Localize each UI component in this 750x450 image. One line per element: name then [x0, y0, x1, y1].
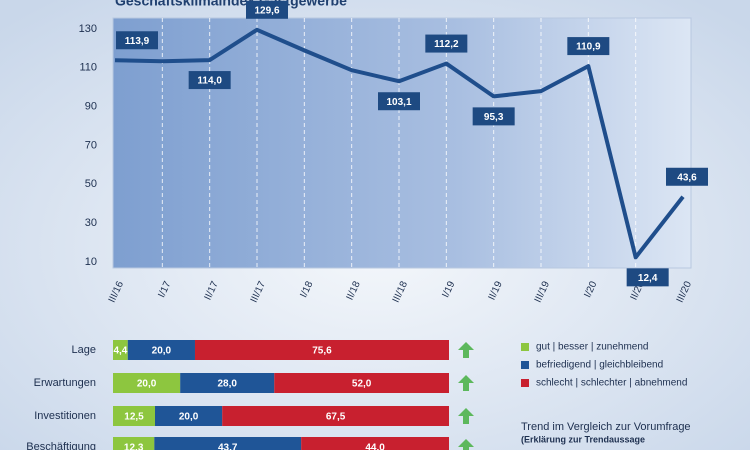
data-label: 44,0: [365, 443, 385, 450]
y-tick-label: Lage: [72, 344, 96, 356]
trend-note: (Erklärung zur Trendaussage: [521, 434, 645, 444]
data-label: 52,0: [352, 379, 372, 390]
bar-segment: [180, 373, 275, 393]
data-label-box: [567, 37, 610, 56]
data-label-box: [188, 71, 231, 90]
trend-arrow: [458, 439, 474, 450]
bar-segment: [113, 373, 181, 393]
bar-segment: [127, 340, 195, 360]
data-label: 110,9: [576, 42, 601, 53]
trend-arrows: [458, 342, 474, 450]
bar-segment: [113, 437, 155, 450]
trend-label: Trend im Vergleich zur Vorumfrage: [521, 421, 691, 433]
bar-segment: [113, 406, 155, 426]
legend-label: gut | besser | zunehmend: [536, 342, 649, 353]
bar-segment: [301, 437, 449, 450]
data-label: 112,2: [434, 39, 459, 50]
data-label-box: [378, 92, 420, 111]
bar-segment: [194, 340, 449, 360]
data-label: 28,0: [218, 379, 238, 390]
data-label: 4,4: [113, 346, 127, 357]
legend-swatch: [521, 379, 529, 387]
data-label-box: [116, 31, 158, 50]
trend-arrow: [458, 408, 474, 424]
data-label: 12,5: [124, 412, 144, 423]
y-tick-label: 130: [79, 23, 97, 35]
y-tick-label: 90: [85, 101, 97, 113]
plot-area: [112, 17, 692, 269]
data-label-box: [246, 0, 288, 19]
data-label-box: [472, 107, 515, 126]
bar-segment: [274, 373, 449, 393]
data-label: 12,3: [124, 443, 144, 450]
data-label-box: [666, 167, 708, 186]
data-label: 75,6: [312, 346, 332, 357]
data-label-box: [626, 268, 669, 287]
legend-swatch: [521, 361, 529, 369]
legend-swatch: [521, 343, 529, 351]
data-label: 113,9: [125, 36, 150, 47]
data-label-box: [425, 34, 468, 53]
y-tick-label: 50: [85, 178, 97, 190]
bar-segment: [222, 406, 449, 426]
legend-label: befriedigend | gleichbleibend: [536, 360, 663, 371]
trend-arrow: [458, 375, 474, 391]
data-line: [114, 27, 685, 260]
data-label: 43,7: [218, 443, 238, 450]
trend-arrow: [458, 342, 474, 358]
data-label: 114,0: [197, 76, 222, 87]
y-tick-label: Beschäftigung: [26, 441, 96, 450]
y-tick-label: 70: [85, 139, 97, 151]
y-tick-label: 10: [85, 256, 97, 268]
data-label: 67,5: [326, 412, 346, 423]
data-label: 95,3: [484, 112, 504, 123]
data-label: 103,1: [386, 97, 411, 108]
bar-segment: [154, 437, 302, 450]
y-tick-label: 110: [79, 62, 97, 74]
chart-title: Geschäftsklimaindex Gastgewerbe: [115, 0, 347, 9]
data-label: 20,0: [179, 412, 199, 423]
y-tick-label: Investitionen: [34, 410, 96, 422]
y-tick-label: 30: [85, 217, 97, 229]
data-label: 129,6: [254, 5, 279, 16]
data-label: 43,6: [677, 172, 697, 183]
data-label: 20,0: [137, 379, 157, 390]
bar-segment: [113, 340, 128, 360]
bar-segment: [155, 406, 223, 426]
data-label: 20,0: [152, 346, 172, 357]
y-tick-label: Erwartungen: [34, 377, 96, 389]
legend-label: schlecht | schlechter | abnehmend: [536, 378, 687, 389]
data-label: 12,4: [638, 273, 658, 284]
